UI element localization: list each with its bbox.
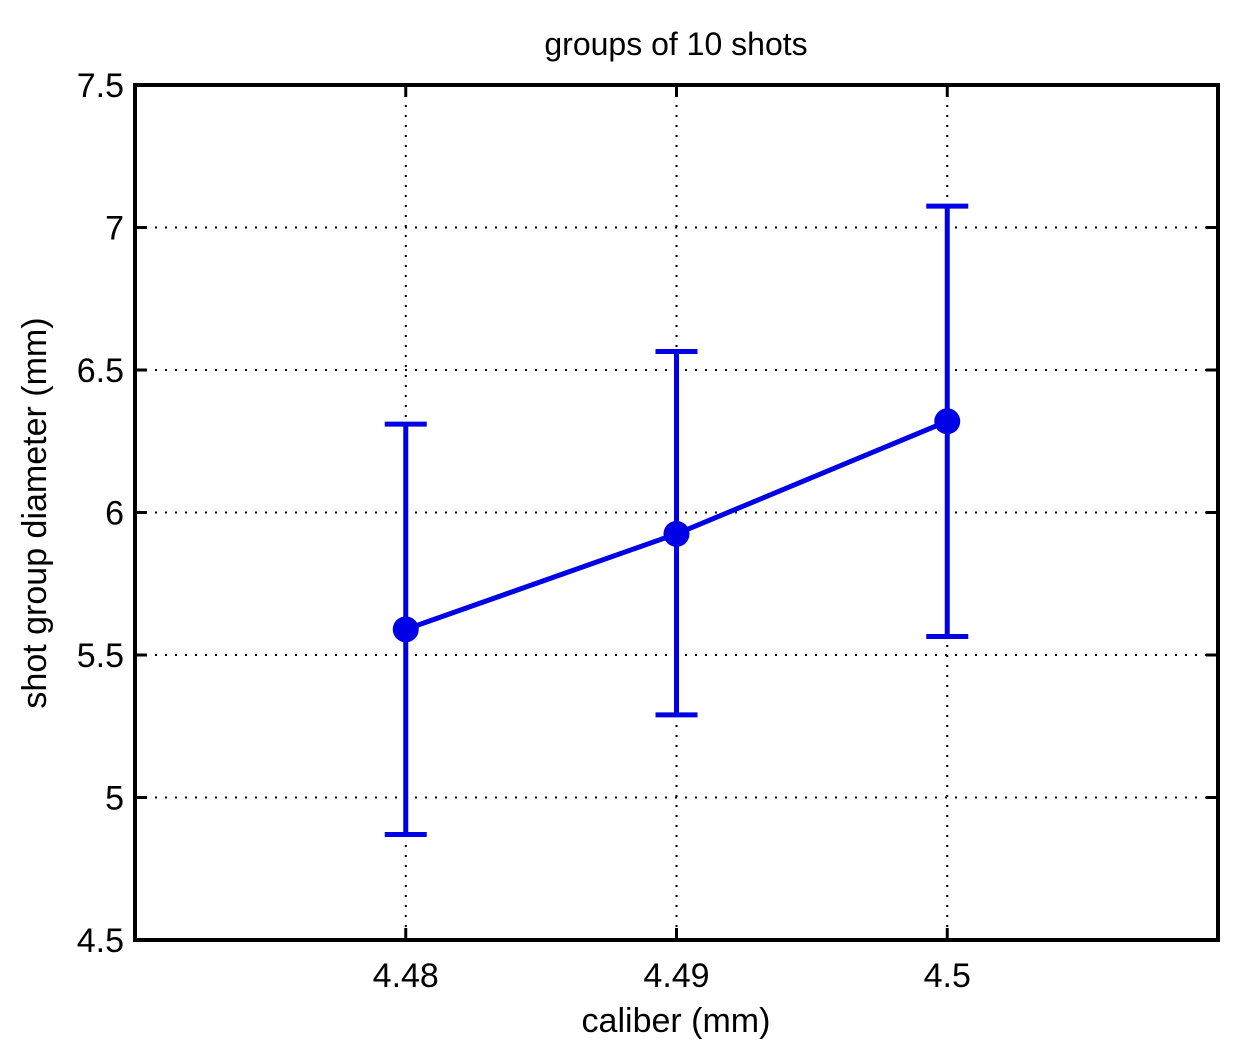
data-series <box>384 203 969 838</box>
chart-title: groups of 10 shots <box>544 26 807 62</box>
x-tick-label: 4.5 <box>924 957 971 995</box>
y-tick-label: 7 <box>105 210 124 248</box>
y-axis-label: shot group diameter (mm) <box>16 317 54 708</box>
x-axis-label: caliber (mm) <box>582 1002 771 1040</box>
x-tick-labels: 4.48 4.49 4.5 <box>373 957 971 995</box>
x-tick-label: 4.48 <box>373 957 439 995</box>
plot-area-frame <box>133 83 1220 942</box>
data-point <box>934 408 961 435</box>
y-tick-label: 5 <box>105 780 124 818</box>
x-tick-label: 4.49 <box>643 957 709 995</box>
y-tick-label: 6.5 <box>77 352 124 390</box>
data-point <box>392 616 419 643</box>
y-tick-label: 7.5 <box>77 67 124 105</box>
y-tick-labels: 4.5 5 5.5 6 6.5 7 7.5 <box>77 67 124 960</box>
y-tick-label: 5.5 <box>77 637 124 675</box>
data-point <box>663 520 690 547</box>
y-tick-label: 4.5 <box>77 922 124 960</box>
y-tick-label: 6 <box>105 495 124 533</box>
